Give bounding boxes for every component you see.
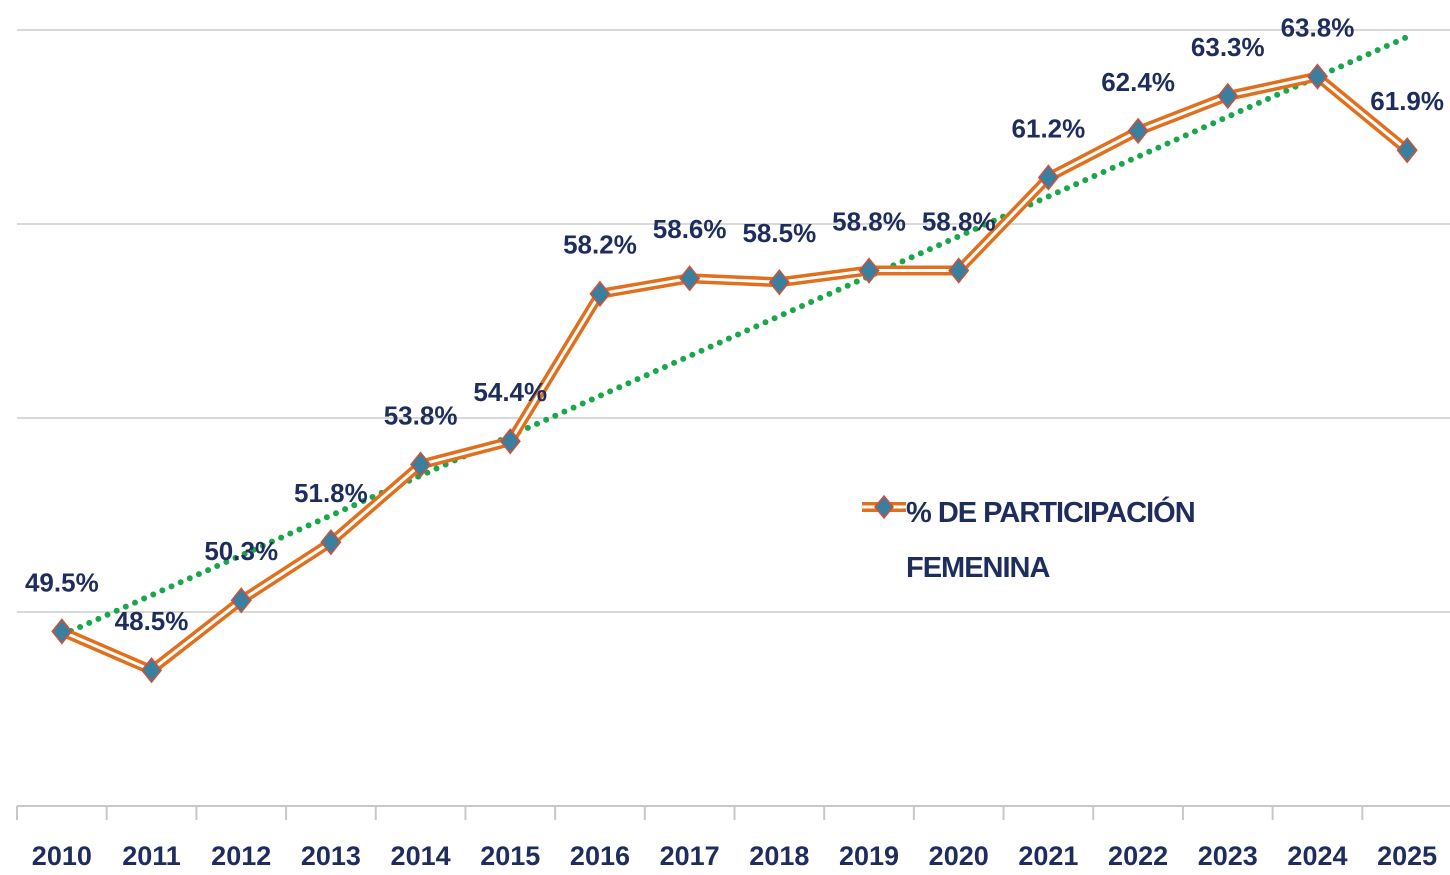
data-label: 61.2% [1012,113,1086,143]
series-line-inner [61,74,1409,672]
data-label: 62.4% [1101,67,1175,97]
marker [499,428,521,455]
data-label: 53.8% [384,400,458,430]
data-label: 48.5% [115,606,189,636]
data-label: 58.6% [653,214,727,244]
x-tick-label: 2022 [1108,841,1168,871]
x-tick-label: 2012 [211,841,271,871]
marker [1396,137,1418,164]
x-tick-label: 2013 [301,841,361,871]
marker [768,268,790,296]
data-label: 54.4% [473,377,547,407]
data-label: 58.8% [832,206,906,236]
x-tick-label: 2024 [1287,841,1347,871]
x-tick-label: 2020 [929,841,989,871]
x-tick-label: 2018 [749,841,809,871]
data-label: 61.9% [1370,86,1444,116]
data-label: 51.8% [294,478,368,508]
marker [410,451,432,478]
marker [51,618,73,645]
legend-label: % DE PARTICIPACIÓN FEMENINA [906,497,1196,584]
x-tick-label: 2021 [1018,841,1078,871]
data-label: 63.3% [1191,32,1265,62]
x-tick-label: 2017 [660,841,720,871]
legend-marker [874,494,894,520]
x-tick-label: 2014 [391,841,451,871]
marker [858,257,880,284]
data-label: 49.5% [25,567,99,597]
marker [1127,117,1149,145]
data-label: 58.8% [922,206,996,236]
x-tick-label: 2010 [32,841,92,871]
marker [589,280,611,308]
x-tick-label: 2025 [1377,841,1437,871]
marker [230,587,252,614]
marker [1217,82,1239,110]
data-label: 50.3% [204,536,278,566]
marker [679,265,701,292]
x-tick-label: 2011 [122,841,181,871]
data-label: 58.5% [742,218,816,248]
marker [948,257,970,284]
x-tick-label: 2015 [480,841,540,871]
data-label: 63.8% [1281,12,1355,42]
x-tick-label: 2016 [570,841,630,871]
marker [320,528,342,556]
marker [1037,164,1059,191]
x-tick-label: 2023 [1198,841,1258,871]
x-tick-label: 2019 [839,841,899,871]
marker [140,656,163,684]
marker [1306,63,1329,90]
data-label: 58.2% [563,230,637,260]
